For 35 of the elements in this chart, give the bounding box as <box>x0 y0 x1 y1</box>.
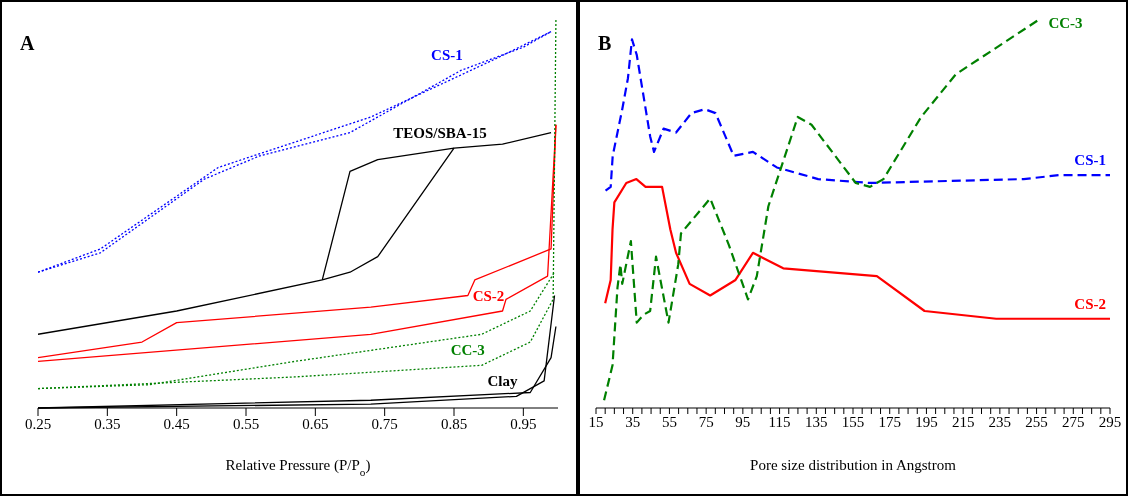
x-tick-label: 215 <box>951 413 975 430</box>
series-label: CS-2 <box>472 288 505 304</box>
x-tick-label: 255 <box>1025 413 1048 430</box>
x-axis-title: Relative Pressure (P/P$_{o}$) <box>225 457 371 478</box>
x-tick-label: 135 <box>805 413 828 430</box>
x-tick-label: 155 <box>841 413 865 430</box>
series-label: TEOS/SBA-15 <box>393 125 487 142</box>
x-tick-label: 175 <box>878 413 901 430</box>
x-tick-label: 0.25 <box>24 415 52 432</box>
x-tick-label: 35 <box>625 413 641 430</box>
x-tick-label: 0.65 <box>302 415 329 432</box>
text: A <box>20 32 35 55</box>
series-label: CS-1 <box>431 47 463 64</box>
x-tick-label: 275 <box>1062 413 1085 430</box>
x-axis-title: Pore size distribution in Angstrom <box>750 457 957 473</box>
x-tick-label: 0.35 <box>94 415 121 432</box>
x-tick-label: 0.45 <box>163 415 190 432</box>
series-label: CS-1 <box>1074 152 1106 169</box>
series-label: CC-3 <box>450 342 485 359</box>
x-tick-label: 0.55 <box>232 415 260 432</box>
x-tick-label: 75 <box>698 413 714 430</box>
x-tick-label: 0.75 <box>371 415 398 432</box>
annotation: B <box>598 32 612 55</box>
x-tick-label: 195 <box>915 413 938 430</box>
x-tick-label: 55 <box>661 413 677 430</box>
series-label: Clay <box>487 373 518 390</box>
x-tick-label: 0.95 <box>510 415 537 432</box>
series-label: CS-2 <box>1074 295 1106 312</box>
x-tick-label: 15 <box>588 413 604 430</box>
x-tick-label: 0.85 <box>440 415 468 432</box>
x-tick-label: 235 <box>988 413 1012 430</box>
series-label: CC-3 <box>1048 15 1083 31</box>
x-tick-label: 295 <box>1098 413 1122 430</box>
x-tick-label: 115 <box>768 413 791 430</box>
x-tick-label: 95 <box>735 413 751 430</box>
